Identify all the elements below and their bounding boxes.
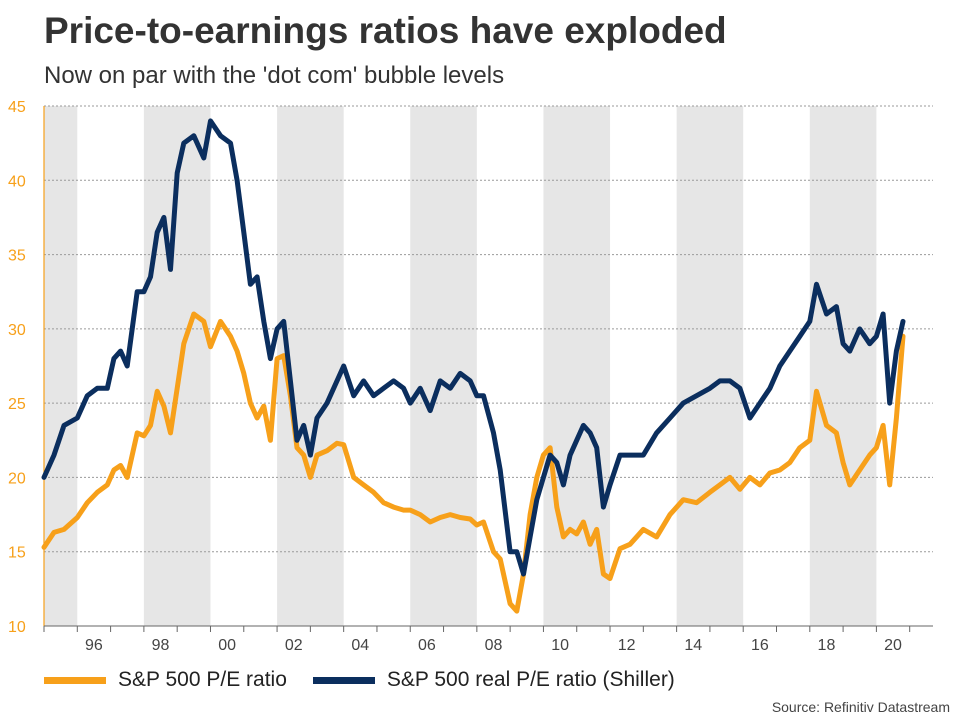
x-tick-label: 02 <box>285 637 303 654</box>
x-tick-label: 14 <box>684 637 702 654</box>
y-tick-label: 30 <box>8 322 26 339</box>
x-tick-label: 96 <box>85 637 103 654</box>
legend-label-shiller: S&P 500 real P/E ratio (Shiller) <box>386 668 675 691</box>
source-note: Source: Refinitiv Datastream <box>771 699 950 715</box>
x-tick-label: 10 <box>551 637 569 654</box>
x-tick-label: 20 <box>884 637 902 654</box>
y-tick-label: 35 <box>8 248 26 265</box>
y-tick-label: 40 <box>8 173 26 190</box>
y-axis: 10 15 20 25 30 35 40 45 <box>8 99 45 636</box>
gridlines <box>44 105 933 553</box>
y-tick-label: 10 <box>8 619 26 636</box>
y-tick-label: 25 <box>8 396 26 413</box>
shaded-band <box>410 106 477 626</box>
x-tick-label: 18 <box>818 637 836 654</box>
shaded-band <box>809 106 877 626</box>
x-tick-label: 00 <box>218 637 236 654</box>
x-tick-label: 06 <box>418 637 436 654</box>
x-tick-label: 08 <box>485 637 503 654</box>
legend-swatch-pe <box>44 676 106 684</box>
legend-swatch-shiller <box>312 676 375 684</box>
series-line-pe <box>41 311 906 614</box>
shaded-band <box>676 106 744 626</box>
y-tick-label: 45 <box>8 99 26 116</box>
chart-subtitle: Now on par with the 'dot com' bubble lev… <box>44 62 505 89</box>
shaded-band <box>44 106 78 626</box>
x-tick-label: 16 <box>751 637 769 654</box>
legend-item-shiller: S&P 500 real P/E ratio (Shiller) <box>312 668 675 692</box>
x-axis: 96 98 00 02 04 06 08 10 12 14 16 18 20 <box>43 625 933 654</box>
x-tick-label: 98 <box>152 637 170 654</box>
x-tick-label: 12 <box>618 637 636 654</box>
legend: S&P 500 P/E ratio S&P 500 real P/E ratio… <box>44 668 701 692</box>
shaded-year-bands <box>44 106 877 626</box>
y-tick-label: 15 <box>8 545 26 562</box>
series-line-shiller <box>41 118 906 577</box>
y-tick-label: 20 <box>8 470 26 487</box>
legend-label-pe: S&P 500 P/E ratio <box>118 668 287 691</box>
legend-item-pe: S&P 500 P/E ratio <box>44 668 287 692</box>
series-lines <box>41 118 906 614</box>
chart-title: Price-to-earnings ratios have exploded <box>44 10 727 51</box>
x-tick-label: 04 <box>351 637 369 654</box>
